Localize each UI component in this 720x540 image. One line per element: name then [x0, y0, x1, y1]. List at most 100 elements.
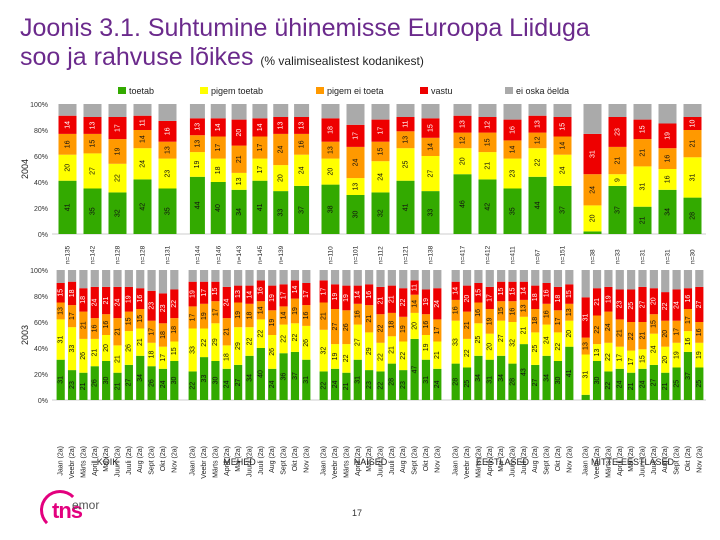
bar-segment	[672, 320, 681, 343]
data-label: 24	[617, 380, 624, 388]
bar-segment	[231, 119, 247, 146]
bar-segment	[519, 270, 528, 282]
panel-year-label: 2004	[20, 159, 30, 179]
data-label: 16	[664, 155, 671, 163]
bar-segment	[108, 163, 127, 193]
bar-segment	[210, 104, 226, 119]
data-label: 19	[423, 343, 430, 351]
group-label: KÕIK	[97, 457, 119, 467]
bar-segment	[321, 158, 340, 185]
data-label: 19	[664, 132, 671, 140]
data-label: 22	[343, 354, 350, 362]
x-tick-label: Jaan (2a)	[453, 446, 460, 476]
data-label: 15	[475, 289, 482, 297]
bar-segment	[583, 174, 602, 206]
bar-segment	[531, 332, 540, 365]
x-tick-label: Juuni (2a)	[378, 446, 385, 477]
bar-segment	[633, 206, 652, 234]
data-label: 20	[278, 174, 285, 182]
bar-segment	[531, 285, 540, 309]
bar-segment	[290, 298, 300, 324]
bar-segment	[627, 350, 636, 373]
bar-segment	[302, 359, 311, 400]
data-label: 24	[278, 146, 285, 154]
x-tick-label: Märts (2a)	[343, 446, 350, 478]
sample-size-label: n=128	[140, 245, 147, 264]
data-label: 24	[114, 299, 121, 307]
data-label: 17	[321, 287, 328, 295]
x-tick-label: Aprill (2a)	[355, 446, 362, 476]
bar-segment	[211, 323, 220, 361]
data-label: 20	[589, 214, 596, 222]
bar-segment	[485, 333, 494, 360]
data-label: 15	[484, 138, 491, 146]
data-label: 22	[377, 382, 384, 390]
x-tick-label: Juuni (2a)	[115, 446, 122, 477]
data-label: 31	[583, 371, 590, 379]
chart-title: Joonis 3.1. Suhtumine ühinemisse Euroopa…	[20, 14, 590, 76]
data-label: 32	[114, 209, 121, 217]
data-label: 14	[411, 300, 418, 308]
bar-segment	[58, 104, 77, 116]
sample-size-label: n=144	[194, 245, 201, 264]
data-label: 16	[64, 140, 71, 148]
data-label: 18	[327, 126, 334, 134]
bar-segment	[592, 288, 602, 316]
bar-segment	[102, 335, 111, 361]
bar-segment	[658, 104, 677, 124]
x-tick-label: Okt (2a)	[292, 446, 299, 471]
y-tick-label: 0%	[38, 232, 48, 239]
data-label: 34	[236, 208, 243, 216]
legend-label: vastu	[431, 86, 453, 96]
data-label: 20	[464, 295, 471, 303]
bar-segment	[615, 368, 624, 400]
data-label: 20	[327, 168, 334, 176]
data-label: 21	[137, 338, 144, 346]
x-tick-label: Veebr (2a)	[69, 446, 76, 479]
x-tick-label: Sept (2a)	[412, 446, 419, 475]
bar-segment	[234, 270, 243, 286]
data-label: 15	[639, 125, 646, 133]
bar-segment	[387, 285, 396, 313]
bar-segment	[210, 158, 226, 182]
data-label: 34	[664, 208, 671, 216]
bar-segment	[108, 139, 127, 164]
data-label: 35	[89, 207, 96, 215]
bar-segment	[485, 286, 494, 309]
data-label: 20	[103, 344, 110, 352]
bar-segment	[365, 270, 374, 285]
bar-segment	[124, 364, 133, 400]
data-label: 17	[212, 308, 219, 316]
data-label: 21	[594, 298, 601, 306]
bar-segment	[553, 332, 563, 361]
data-label: 17	[190, 313, 197, 321]
data-label: 13	[402, 136, 409, 144]
bar-segment	[485, 309, 494, 334]
sample-size-label: n=412	[485, 245, 492, 264]
data-label: 26	[269, 348, 276, 356]
data-label: 21	[521, 326, 528, 334]
x-tick-label: Juuli (2a)	[258, 446, 265, 475]
data-label: 24	[139, 160, 146, 168]
data-label: 22	[201, 339, 208, 347]
bar-segment	[615, 289, 624, 320]
bar-segment	[592, 344, 602, 361]
data-label: 27	[332, 323, 339, 331]
data-label: 9	[614, 178, 621, 182]
bar-segment	[294, 117, 310, 134]
x-tick-label: Aprill (2a)	[92, 446, 99, 476]
bar-segment	[371, 104, 390, 120]
data-label: 21	[389, 295, 396, 303]
bar-segment	[268, 335, 277, 369]
bar-segment	[365, 332, 374, 371]
data-label: 21	[662, 382, 669, 390]
bar-segment	[581, 270, 590, 298]
bar-segment	[342, 344, 351, 373]
bar-segment	[658, 169, 677, 190]
bar-segment	[451, 299, 460, 321]
bar-segment	[658, 123, 677, 149]
bar-segment	[396, 104, 415, 117]
data-label: 29	[235, 342, 242, 350]
title-line-2: soo ja rahvuse lõikes (% valimisealistes…	[20, 43, 590, 76]
bar-segment	[330, 284, 340, 309]
